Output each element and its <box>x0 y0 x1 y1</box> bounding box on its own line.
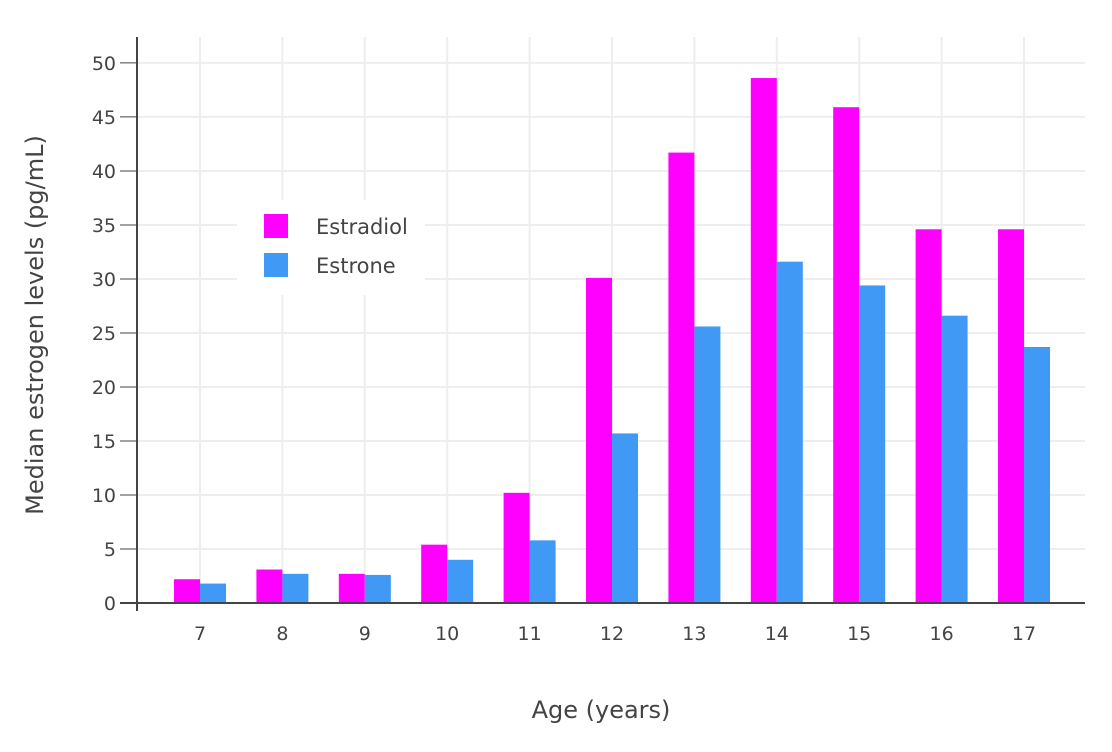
legend-swatch <box>264 253 288 277</box>
y-tick-label: 50 <box>92 53 116 75</box>
bar-estradiol <box>174 579 200 603</box>
bar-estrone <box>364 574 391 603</box>
bar-estrone <box>200 583 226 603</box>
x-tick-label: 12 <box>600 623 624 645</box>
bar-estrone <box>1024 347 1050 603</box>
y-tick-label: 15 <box>92 431 116 453</box>
x-tick-label: 13 <box>682 623 706 645</box>
x-tick-label: 8 <box>276 623 288 645</box>
bar-estrone <box>694 326 721 603</box>
bar-estrone <box>859 285 886 603</box>
y-tick-label: 45 <box>92 107 116 129</box>
bar-estradiol <box>256 569 283 603</box>
legend: Estradiol Estrone <box>237 200 425 295</box>
bar-estrone <box>447 559 474 603</box>
bar-estradiol <box>998 229 1024 603</box>
y-tick-label: 35 <box>92 215 116 237</box>
x-tick-label: 15 <box>847 623 871 645</box>
axes: 0 5 10 15 20 25 30 35 40 45 50 7 8 9 10 11 12 13 14 15 16 17 <box>92 37 1085 645</box>
bar-estradiol <box>668 152 695 603</box>
bar-estradiol <box>750 78 777 604</box>
y-tick-label: 20 <box>92 377 116 399</box>
bar-estrone <box>776 261 803 603</box>
bar-estradiol <box>338 573 365 603</box>
x-tick-label: 10 <box>435 623 459 645</box>
legend-label: Estradiol <box>316 215 408 239</box>
y-tick-label: 40 <box>92 161 116 183</box>
x-tick-label: 11 <box>518 623 542 645</box>
bar-estradiol <box>586 277 612 603</box>
bar-estrone <box>282 573 309 603</box>
x-tick-label: 9 <box>359 623 371 645</box>
bar-estradiol <box>833 107 860 603</box>
x-tick-label: 16 <box>930 623 954 645</box>
x-tick-label: 7 <box>194 623 206 645</box>
y-tick-label: 25 <box>92 323 116 345</box>
x-axis-label: Age (years) <box>532 696 671 724</box>
y-tick-label: 5 <box>104 539 116 561</box>
bar-estradiol <box>421 544 448 603</box>
y-axis-label: Median estrogen levels (pg/mL) <box>21 135 49 515</box>
legend-swatch <box>264 214 288 238</box>
bar-estrone <box>612 433 638 603</box>
y-tick-label: 30 <box>92 269 116 291</box>
x-tick-label: 14 <box>765 623 789 645</box>
bar-estrone <box>529 540 556 603</box>
y-tick-label: 0 <box>104 593 116 615</box>
bar-estrone <box>941 315 968 603</box>
bars <box>174 78 1050 604</box>
bar-estradiol <box>915 229 942 603</box>
y-tick-label: 10 <box>92 485 116 507</box>
bar-estradiol <box>503 492 530 603</box>
x-tick-label: 17 <box>1012 623 1036 645</box>
legend-label: Estrone <box>316 254 396 278</box>
